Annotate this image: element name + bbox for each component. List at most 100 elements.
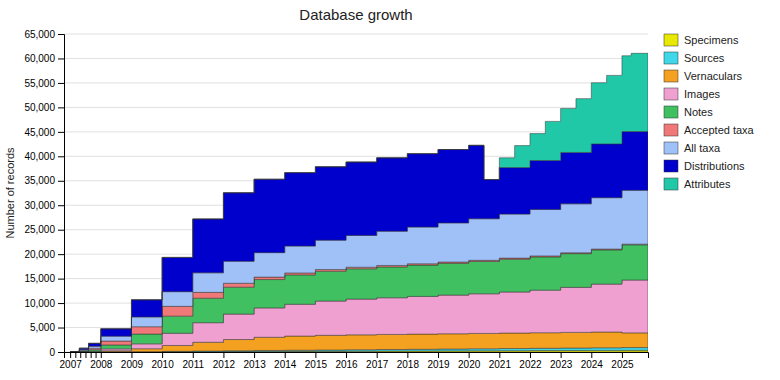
x-axis-line (65, 353, 649, 359)
x-tick-mark (193, 352, 194, 358)
y-tick-label: 35,000 (24, 175, 55, 186)
y-tick-mark (58, 303, 64, 304)
y-tick-label: 10,000 (24, 298, 55, 309)
y-tick-label: 45,000 (24, 127, 55, 138)
x-tick-label: 2023 (550, 359, 573, 370)
areas (70, 53, 648, 352)
legend-swatch (664, 70, 678, 82)
legend-swatch (664, 88, 678, 100)
x-tick-mark (162, 352, 163, 358)
x-tick-mark (591, 352, 592, 358)
legend-item: Vernaculars (664, 70, 743, 82)
grid-line (64, 82, 648, 83)
x-tick (91, 352, 92, 358)
y-tick-label: 15,000 (24, 273, 55, 284)
x-tick-mark (75, 352, 76, 358)
y-tick-mark (58, 156, 64, 157)
y-tick-label: 65,000 (24, 29, 55, 40)
y-tick: 45,000 (24, 127, 64, 138)
legend-item: Accepted taxa (664, 124, 755, 136)
x-tick (80, 352, 81, 358)
y-tick-label: 60,000 (24, 53, 55, 64)
x-tick-label: 2012 (213, 359, 236, 370)
legend-swatch (664, 178, 678, 190)
x-tick: 2019 (427, 352, 450, 370)
y-tick: 55,000 (24, 78, 64, 89)
x-tick-mark (80, 352, 81, 358)
x-tick: 2017 (366, 352, 389, 370)
x-tick-label: 2013 (243, 359, 266, 370)
legend-label: All taxa (684, 142, 721, 154)
x-tick: 2016 (335, 352, 358, 370)
y-tick-label: 55,000 (24, 78, 55, 89)
y-tick-mark (58, 181, 64, 182)
title: Database growth (299, 6, 412, 23)
x-tick-label: 2015 (305, 359, 328, 370)
x-tick: 2009 (121, 352, 144, 370)
y-tick: 40,000 (24, 151, 64, 162)
y-tick: 5,000 (30, 322, 64, 333)
x-tick: 2015 (305, 352, 328, 370)
x-tick-label: 2020 (458, 359, 481, 370)
y-axis-title: Number of records (4, 147, 16, 239)
legend-label: Specimens (684, 34, 739, 46)
x-tick-mark (91, 352, 92, 358)
x-tick: 2010 (151, 352, 174, 370)
legend-swatch (664, 52, 678, 64)
x-tick: 2011 (182, 352, 204, 370)
legend-label: Vernaculars (684, 70, 743, 82)
x-tick-label: 2014 (274, 359, 297, 370)
chart-container: 2007200820092010201120122013201420152016… (0, 0, 780, 380)
legend-item: Sources (664, 52, 725, 64)
x-tick-label: 2022 (519, 359, 542, 370)
x-tick: 2023 (550, 352, 573, 370)
legend-swatch (664, 106, 678, 118)
legend-item: Attributes (664, 178, 731, 190)
x-tick-mark (101, 352, 102, 358)
legend-swatch (664, 124, 678, 136)
x-tick (85, 352, 86, 358)
y-tick-mark (58, 132, 64, 133)
y-tick-mark (58, 34, 64, 35)
legend-item: Notes (664, 106, 713, 118)
grid-line (64, 34, 648, 35)
x-tick-mark (622, 352, 623, 358)
legend-label: Distributions (684, 160, 745, 172)
y-tick: 50,000 (24, 102, 64, 113)
y-tick-label: 30,000 (24, 200, 55, 211)
x-tick-mark (223, 352, 224, 358)
x-tick-mark (377, 352, 378, 358)
legend-label: Images (684, 88, 721, 100)
y-tick: 25,000 (24, 224, 64, 235)
x-tick: 2022 (519, 352, 542, 370)
chart-svg: 2007200820092010201120122013201420152016… (0, 0, 780, 380)
legend-label: Accepted taxa (684, 124, 755, 136)
y-tick: 20,000 (24, 249, 64, 260)
plot: 2007200820092010201120122013201420152016… (24, 29, 648, 370)
x-tick-label: 2018 (397, 359, 420, 370)
y-tick: 0 (49, 347, 64, 358)
y-tick-label: 50,000 (24, 102, 55, 113)
y-tick-mark (58, 205, 64, 206)
x-tick: 2013 (243, 352, 266, 370)
legend-item: All taxa (664, 142, 721, 154)
x-tick-mark (70, 352, 71, 358)
y-tick: 15,000 (24, 273, 64, 284)
x-tick-mark (315, 352, 316, 358)
x-tick-mark (346, 352, 347, 358)
x-axis: 2007200820092010201120122013201420152016… (60, 352, 649, 370)
x-tick-mark (438, 352, 439, 358)
legend-item: Specimens (664, 34, 739, 46)
y-tick-mark (58, 279, 64, 280)
x-tick: 2025 (611, 352, 634, 370)
x-tick (75, 352, 76, 358)
y-tick: 35,000 (24, 175, 64, 186)
legend-label: Attributes (684, 178, 731, 190)
x-tick: 2020 (458, 352, 481, 370)
x-tick-label: 2016 (335, 359, 358, 370)
y-tick-label: 20,000 (24, 249, 55, 260)
x-tick: 2021 (489, 352, 512, 370)
y-tick-mark (58, 58, 64, 59)
x-tick: 2024 (581, 352, 604, 370)
y-tick-label: 0 (49, 347, 55, 358)
